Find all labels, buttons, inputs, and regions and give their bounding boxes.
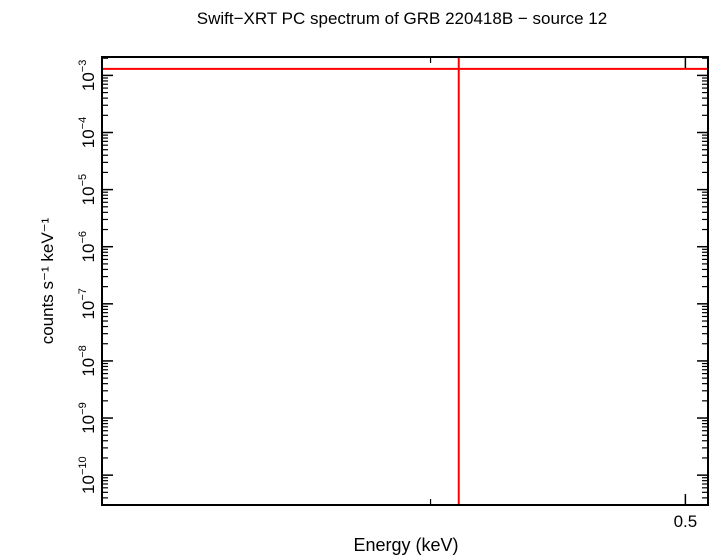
plot-frame <box>101 56 709 506</box>
y-tick-label-base: 10 <box>79 72 98 91</box>
y-tick-label: 10−3 <box>77 60 98 91</box>
y-tick-label-base: 10 <box>79 244 98 263</box>
y-tick-label-exponent: −6 <box>77 231 89 244</box>
y-tick-label-exponent: −5 <box>77 174 89 187</box>
y-tick-label-exponent: −4 <box>77 117 89 130</box>
x-tick-label: 0.5 <box>674 512 698 531</box>
y-tick-label-base: 10 <box>79 358 98 377</box>
y-tick-label-exponent: −9 <box>77 402 89 415</box>
y-tick-label: 10−8 <box>77 345 98 376</box>
y-tick-label-base: 10 <box>79 415 98 434</box>
y-tick-label-exponent: −8 <box>77 345 89 358</box>
chart-title: Swift−XRT PC spectrum of GRB 220418B − s… <box>197 9 607 28</box>
y-tick-label: 10−6 <box>77 231 98 262</box>
y-tick-label: 10−9 <box>77 402 98 433</box>
y-tick-label-base: 10 <box>79 186 98 205</box>
x-axis-label: Energy (keV) <box>353 535 458 555</box>
y-tick-label: 10−10 <box>77 456 98 494</box>
y-tick-label-exponent: −10 <box>77 456 89 475</box>
y-tick-label: 10−5 <box>77 174 98 205</box>
y-tick-label-exponent: −7 <box>77 288 89 301</box>
y-tick-label-exponent: −3 <box>77 60 89 73</box>
data-layer <box>102 57 708 505</box>
y-tick-label-base: 10 <box>79 129 98 148</box>
y-tick-label: 10−4 <box>77 117 98 148</box>
y-tick-label: 10−7 <box>77 288 98 319</box>
y-tick-label-base: 10 <box>79 301 98 320</box>
axes-layer: 10−310−410−510−610−710−810−910−100.5 <box>77 57 708 531</box>
y-tick-label-base: 10 <box>79 475 98 494</box>
y-axis-label: counts s⁻¹ keV⁻¹ <box>38 217 57 344</box>
